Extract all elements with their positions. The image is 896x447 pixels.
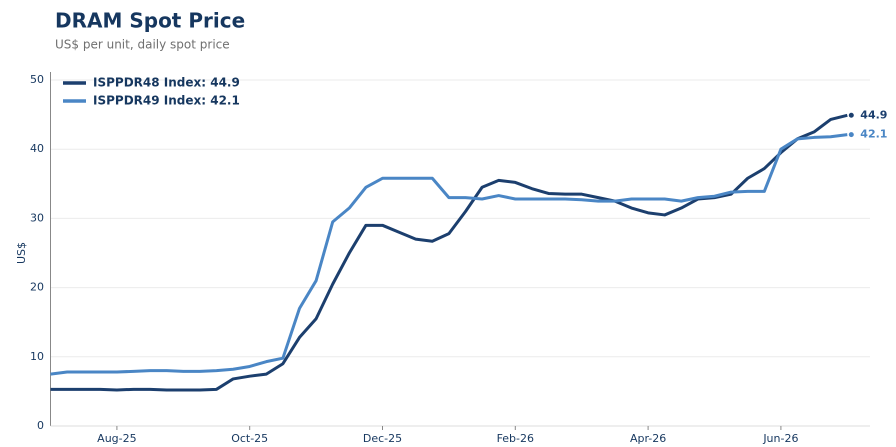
y-tick-label: 30 xyxy=(30,211,44,224)
chart-title: DRAM Spot Price xyxy=(55,9,245,33)
y-tick-label: 40 xyxy=(30,142,44,155)
y-tick-label: 10 xyxy=(30,350,44,363)
x-tick-label: Dec-25 xyxy=(363,432,402,445)
series-line xyxy=(50,113,848,392)
y-tick-label: 50 xyxy=(30,73,44,86)
end-point xyxy=(848,132,854,138)
end-label: 42.1 xyxy=(860,128,887,141)
legend-label: ISPPDR48 Index: 44.9 xyxy=(93,76,240,90)
end-label: 44.9 xyxy=(860,108,887,121)
y-tick-label: 0 xyxy=(37,419,44,432)
x-tick-label: Apr-26 xyxy=(630,432,666,445)
x-tick-label: Jun-26 xyxy=(762,432,798,445)
series-line xyxy=(50,133,848,376)
x-tick-label: Feb-26 xyxy=(497,432,534,445)
x-tick-label: Oct-25 xyxy=(231,432,268,445)
chart-subtitle: US$ per unit, daily spot price xyxy=(55,38,230,52)
y-axis-label: US$ xyxy=(15,242,28,264)
x-tick-label: Aug-25 xyxy=(97,432,136,445)
y-tick-label: 20 xyxy=(30,281,44,294)
end-point xyxy=(848,112,854,118)
legend-label: ISPPDR49 Index: 42.1 xyxy=(93,94,240,108)
